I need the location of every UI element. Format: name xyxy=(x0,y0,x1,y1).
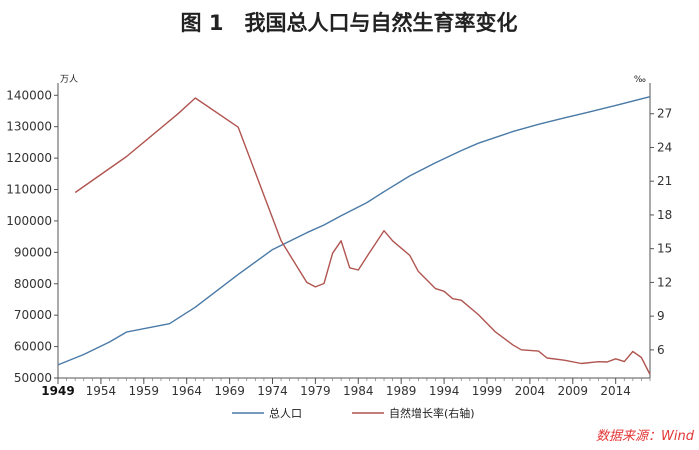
left-tick-label: 120000 xyxy=(6,151,52,165)
left-tick-label: 140000 xyxy=(6,88,52,102)
x-tick-label: 1969 xyxy=(214,384,245,398)
x-tick-label: 1954 xyxy=(86,384,117,398)
legend-label-growth-rate: 自然增长率(右轴) xyxy=(389,406,475,420)
right-tick-label: 18 xyxy=(657,208,672,222)
legend: 总人口 自然增长率(右轴) xyxy=(232,406,475,420)
left-tick-label: 130000 xyxy=(6,120,52,134)
x-tick-label: 1959 xyxy=(129,384,160,398)
right-tick-label: 12 xyxy=(657,275,672,289)
left-tick-label: 50000 xyxy=(14,371,52,385)
right-tick-label: 27 xyxy=(657,107,672,121)
legend-label-population: 总人口 xyxy=(269,406,302,420)
series-layer xyxy=(57,96,651,375)
left-tick-label: 100000 xyxy=(6,214,52,228)
x-tick-label: 1994 xyxy=(429,384,460,398)
right-tick-label: 6 xyxy=(657,343,665,357)
x-tick-label: 2004 xyxy=(515,384,546,398)
chart-title: 图 1 我国总人口与自然生育率变化 xyxy=(181,11,518,35)
series-line-total-population xyxy=(57,96,651,366)
x-tick-label: 1974 xyxy=(257,384,288,398)
left-tick-label: 80000 xyxy=(14,277,52,291)
x-tick-label: 2009 xyxy=(558,384,589,398)
axes: 1949 1954 1959 1964 1969 1974 1979 1984 1989 1994… xyxy=(6,83,672,398)
x-tick-label: 1984 xyxy=(343,384,374,398)
left-tick-label: 60000 xyxy=(14,340,52,354)
left-tick-label: 70000 xyxy=(14,308,52,322)
x-tick-label: 1979 xyxy=(300,384,331,398)
x-tick-label: 1999 xyxy=(472,384,503,398)
x-tick-label: 2014 xyxy=(600,384,631,398)
left-tick-label: 110000 xyxy=(6,183,52,197)
right-tick-label: 21 xyxy=(657,174,672,188)
left-tick-label: 90000 xyxy=(14,245,52,259)
right-tick-label: 24 xyxy=(657,140,672,154)
x-tick-label: 1949 xyxy=(41,384,74,398)
x-tick-label: 1989 xyxy=(386,384,417,398)
right-tick-label: 15 xyxy=(657,242,672,256)
left-axis-unit: 万人 xyxy=(60,74,78,85)
series-line-natural-growth-rate xyxy=(74,97,651,375)
right-tick-label: 9 xyxy=(657,309,665,323)
right-axis-unit: ‰ xyxy=(634,75,646,85)
data-source: 数据来源：Wind xyxy=(596,429,695,444)
x-tick-label: 1964 xyxy=(171,384,202,398)
